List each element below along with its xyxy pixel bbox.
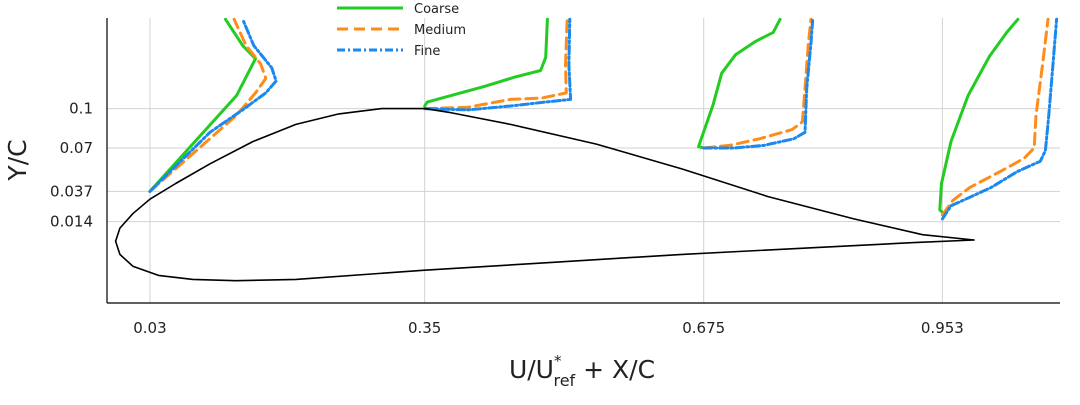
- fine-profile-line-3: [702, 17, 815, 150]
- fine-profile-line-4: [940, 17, 1059, 221]
- y-axis-title: Y/C: [3, 139, 32, 181]
- tick-labels: 0.03 0.35 0.675 0.953 0.1 0.07 0.037 0.014: [50, 100, 964, 337]
- legend: Coarse Medium Fine: [337, 2, 466, 59]
- legend-label-fine: Fine: [414, 44, 440, 59]
- x-tick-label: 0.35: [408, 319, 441, 337]
- series-layer: [114, 17, 1059, 282]
- coarse-profile-line-2: [423, 17, 549, 108]
- coarse-profile-line-1: [148, 17, 257, 193]
- y-tick-label: 0.014: [50, 213, 93, 231]
- y-tick-label: 0.037: [50, 182, 93, 200]
- medium-profile-line-1: [148, 17, 268, 193]
- x-axis-title: U/U* ref + X/C: [509, 352, 655, 390]
- series-fine: [148, 17, 1059, 221]
- medium-profile-line-2: [423, 17, 569, 111]
- series-medium: [148, 17, 1050, 217]
- coarse-profile-line-3: [697, 17, 782, 150]
- series-airfoil-outline: [114, 107, 975, 282]
- y-tick-label: 0.1: [69, 100, 93, 118]
- fine-profile-line-2: [423, 17, 573, 112]
- grid: [107, 18, 1060, 303]
- fine-profile-line-1: [148, 17, 278, 193]
- legend-label-medium: Medium: [414, 23, 466, 38]
- coarse-profile-line-4: [938, 17, 1020, 214]
- legend-label-coarse: Coarse: [414, 2, 459, 17]
- medium-profile-line-4: [940, 17, 1050, 217]
- x-tick-label: 0.675: [682, 319, 725, 337]
- y-tick-label: 0.07: [60, 139, 93, 157]
- axes: [106, 18, 1060, 304]
- medium-profile-line-3: [702, 17, 813, 150]
- airfoil-outline-line: [114, 107, 975, 282]
- x-tick-label: 0.953: [921, 319, 964, 337]
- x-tick-label: 0.03: [133, 319, 166, 337]
- series-coarse: [148, 17, 1020, 214]
